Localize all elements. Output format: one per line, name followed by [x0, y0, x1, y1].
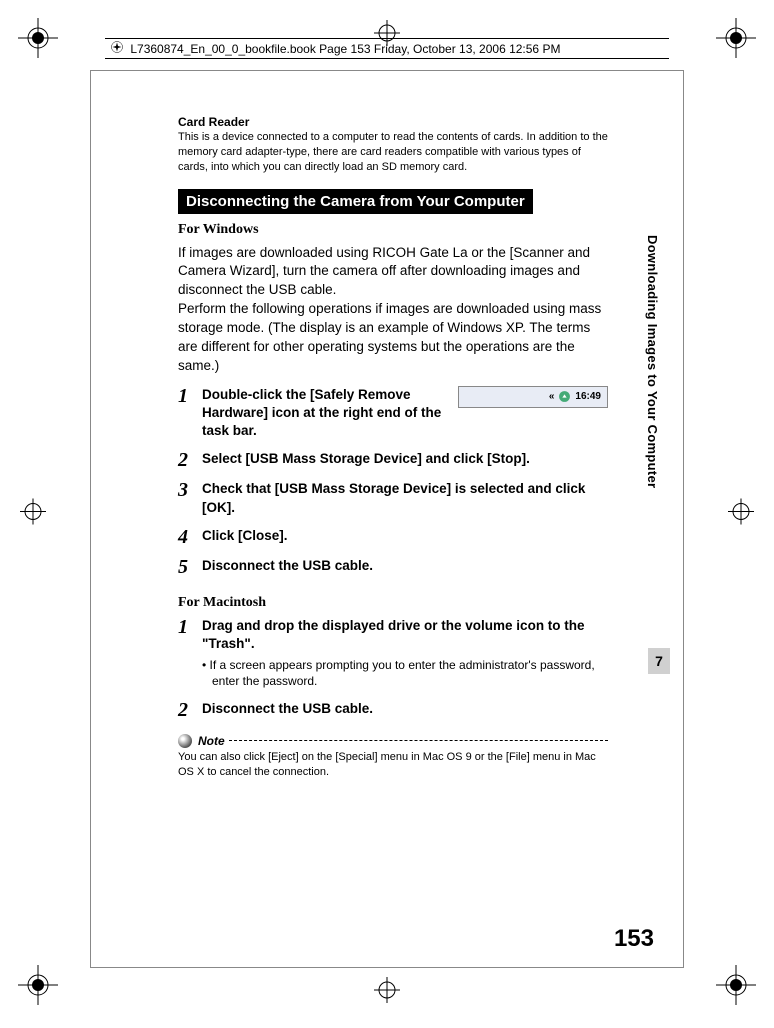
note-header: Note	[178, 734, 608, 748]
chapter-number: 7	[648, 648, 670, 674]
crop-mark-ml	[18, 497, 48, 532]
step-number: 5	[178, 557, 202, 577]
note-label: Note	[198, 734, 225, 748]
page-number: 153	[614, 925, 654, 953]
step-number: 2	[178, 700, 202, 720]
step-number: 2	[178, 450, 202, 470]
windows-intro: If images are downloaded using RICOH Gat…	[178, 244, 608, 376]
step-text: Check that [USB Mass Storage Device] is …	[202, 480, 608, 516]
tray-chevron-icon: «	[549, 390, 555, 404]
windows-step-3: 3 Check that [USB Mass Storage Device] i…	[178, 480, 608, 516]
mac-step-1: 1 Drag and drop the displayed drive or t…	[178, 617, 608, 690]
card-reader-text: This is a device connected to a computer…	[178, 130, 608, 175]
windows-step-4: 4 Click [Close].	[178, 527, 608, 547]
step-text: Drag and drop the displayed drive or the…	[202, 617, 608, 690]
section-title: Disconnecting the Camera from Your Compu…	[178, 189, 533, 214]
header-text: L7360874_En_00_0_bookfile.book Page 153 …	[130, 42, 560, 56]
step-number: 3	[178, 480, 202, 516]
crop-mark-tl	[18, 18, 58, 63]
windows-heading: For Windows	[178, 222, 608, 238]
crop-mark-bc	[372, 975, 402, 1010]
taskbar-image: « 16:49	[458, 386, 608, 408]
step-number: 1	[178, 386, 202, 441]
crop-mark-bl	[18, 965, 58, 1010]
mac-heading: For Macintosh	[178, 595, 608, 611]
crop-mark-br	[716, 965, 756, 1010]
taskbar-time: 16:49	[575, 390, 601, 404]
note-icon	[178, 734, 192, 748]
step-sub: • If a screen appears prompting you to e…	[202, 657, 608, 689]
side-label: Downloading Images to Your Computer	[645, 235, 669, 675]
safely-remove-icon	[558, 390, 571, 403]
note-text: You can also click [Eject] on the [Speci…	[178, 750, 608, 780]
step-text: Select [USB Mass Storage Device] and cli…	[202, 450, 608, 470]
step-text: « 16:49 Double-click the [Safely Remove …	[202, 386, 608, 441]
windows-step-2: 2 Select [USB Mass Storage Device] and c…	[178, 450, 608, 470]
step-text: Click [Close].	[202, 527, 608, 547]
crop-mark-mr	[726, 497, 756, 532]
mac-step-2: 2 Disconnect the USB cable.	[178, 700, 608, 720]
star-icon	[111, 41, 123, 56]
step-number: 4	[178, 527, 202, 547]
step-text: Disconnect the USB cable.	[202, 700, 608, 720]
step-label: Double-click the [Safely Remove Hardware…	[202, 387, 441, 438]
side-text: Downloading Images to Your Computer	[645, 235, 660, 488]
step-number: 1	[178, 617, 202, 690]
book-header: L7360874_En_00_0_bookfile.book Page 153 …	[105, 38, 669, 59]
crop-mark-tr	[716, 18, 756, 63]
windows-step-1: 1 « 16:49 Double-click the [Safely Remov…	[178, 386, 608, 441]
windows-step-5: 5 Disconnect the USB cable.	[178, 557, 608, 577]
page-content: Card Reader This is a device connected t…	[178, 115, 608, 779]
step-label: Drag and drop the displayed drive or the…	[202, 618, 585, 651]
step-text: Disconnect the USB cable.	[202, 557, 608, 577]
card-reader-title: Card Reader	[178, 115, 608, 129]
note-dashes	[229, 740, 608, 741]
